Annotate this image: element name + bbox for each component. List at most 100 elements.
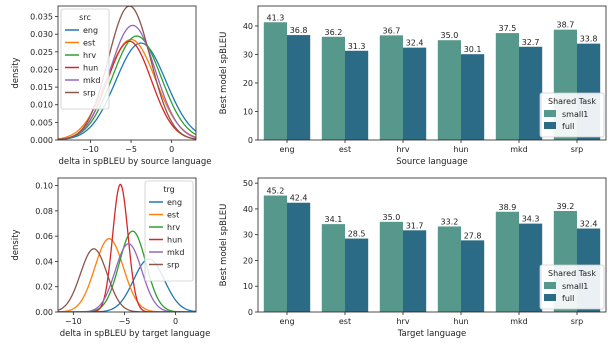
kde-trg-ytick-label: 0.08 [35, 207, 53, 216]
kde-src-frame [57, 5, 197, 141]
kde-src-ytick-label: 0.010 [30, 101, 53, 110]
bar-trg-ytick-label: 50 [243, 179, 253, 188]
bar-src-xtick-label-est: est [339, 145, 351, 154]
bar-trg-legend-label-small1: small1 [562, 282, 588, 291]
kde-src-legend-label-mkd: mkd [83, 76, 101, 85]
kde-trg-legend-label-eng: eng [167, 198, 182, 207]
bar-src-bar-small1-hrv [379, 35, 403, 140]
kde-trg-legend-label-est: est [167, 211, 179, 220]
kde-trg-legend-title: trg [163, 185, 174, 194]
bar-src-bar-label-full-mkd: 32.7 [522, 38, 540, 47]
kde-src-ytick-label: 0.030 [30, 30, 53, 39]
bar-trg-ytick-label: 0 [248, 308, 253, 317]
bar-trg-bar-full-eng [287, 202, 311, 312]
bar-trg-bar-full-mkd [519, 223, 543, 312]
bar-src-bar-small1-est [321, 36, 345, 140]
bar-trg-bar-label-small1-hun: 33.2 [440, 217, 458, 226]
kde-src-xtick-label: −5 [125, 145, 137, 154]
bar-src-bar-label-full-eng: 36.8 [290, 26, 308, 35]
kde-src-legend-box [60, 8, 110, 110]
bar-trg-bar-label-small1-eng: 45.2 [266, 187, 284, 196]
kde-trg-curve-srp [58, 248, 196, 312]
bar-src-bar-full-hun [461, 54, 485, 140]
bar-src-bar-label-small1-hrv: 36.7 [382, 26, 400, 35]
kde-trg-ytick-label: 0.10 [35, 182, 53, 191]
kde-src-legend-label-srp: srp [83, 89, 96, 98]
bar-trg-bar-small1-mkd [495, 211, 519, 312]
bar-src-bar-small1-eng [263, 22, 287, 140]
bar-trg-bar-label-full-hrv: 31.7 [406, 221, 424, 230]
kde-trg-curve-hun [58, 183, 196, 312]
bar-src-legend-label-small1: small1 [562, 110, 588, 119]
bar-src-legend-title: Shared Task [548, 97, 596, 106]
bar-src-bar-full-est [345, 50, 369, 140]
bar-trg-xtick-label-srp: srp [571, 317, 584, 326]
bar-src-bar-label-full-srp: 33.8 [580, 35, 598, 44]
kde-src-legend-label-eng: eng [83, 26, 98, 35]
kde-src-curves [58, 6, 196, 140]
kde-trg-curve-est [58, 238, 196, 312]
bar-src-bar-label-small1-est: 36.2 [324, 28, 342, 37]
kde-trg-ytick-label: 0.02 [35, 283, 53, 292]
kde-trg-xtick-label: −10 [65, 317, 82, 326]
bar-trg-ytick-label: 20 [243, 256, 253, 265]
bar-src-ytick-label: 30 [243, 50, 253, 59]
bar-trg-xlabel: Target language [397, 329, 467, 339]
kde-src-legend-label-hun: hun [83, 64, 98, 73]
bar-src-ytick-label: 0 [248, 136, 253, 145]
bar-src-ylabel: Best model spBLEU [219, 32, 229, 115]
bar-trg-bar-full-hun [461, 240, 485, 312]
kde-src-legend-label-est: est [83, 39, 95, 48]
kde-trg-legend-label-hun: hun [167, 236, 182, 245]
bar-src-bar-label-full-est: 31.3 [348, 42, 366, 51]
bar-src-bar-label-small1-srp: 38.7 [556, 21, 574, 30]
bar-trg-xtick-label-hun: hun [453, 317, 468, 326]
kde-src-ytick-label: 0.015 [30, 83, 53, 92]
bar-trg-xtick-label-eng: eng [279, 317, 294, 326]
kde-src-ytick-label: 0.020 [30, 65, 53, 74]
bar-src-ytick-label: 10 [243, 107, 253, 116]
bar-src-legend-label-full: full [562, 122, 574, 131]
kde-src-ylabel: density [11, 57, 21, 88]
bar-trg-bar-label-full-eng: 42.4 [290, 194, 308, 203]
bar-trg-xtick-label-hrv: hrv [396, 317, 409, 326]
kde-trg-frame [57, 177, 197, 313]
bar-src-xtick-label-mkd: mkd [510, 145, 528, 154]
kde-src-ytick-label: 0.025 [30, 48, 53, 57]
bar-src-bar-label-small1-hun: 35.0 [440, 31, 458, 40]
bar-src-frame [257, 5, 607, 141]
kde-trg-ytick-label: 0.04 [35, 257, 53, 266]
bar-trg-legend-label-full: full [562, 294, 574, 303]
bar-src-xtick-label-hrv: hrv [396, 145, 409, 154]
bar-src-legend-swatch-full [544, 122, 556, 129]
bar-src-ytick-label: 40 [243, 22, 253, 31]
bar-src-bar-label-small1-eng: 41.3 [266, 13, 284, 22]
bar-trg-frame [257, 177, 607, 313]
bar-src-bar-full-eng [287, 35, 311, 140]
bar-src-ytick-label: 20 [243, 79, 253, 88]
bar-trg-ylabel: Best model spBLEU [219, 204, 229, 287]
bar-trg-bar-label-small1-est: 34.1 [324, 215, 342, 224]
kde-trg-ytick-label: 0.06 [35, 232, 53, 241]
bar-src-bar-small1-mkd [495, 33, 519, 140]
kde-src-curve-hrv [58, 35, 196, 140]
bar-trg-bar-full-est [345, 238, 369, 312]
kde-trg-legend-label-hrv: hrv [167, 223, 180, 232]
bar-trg-bar-small1-hrv [379, 221, 403, 312]
kde-src-ytick-label: 0.000 [30, 136, 53, 145]
kde-trg-legend-box [144, 180, 194, 282]
bar-trg-xtick-label-mkd: mkd [510, 317, 528, 326]
kde-src-curve-mkd [58, 24, 196, 140]
bar-trg-bar-label-small1-srp: 39.2 [556, 202, 574, 211]
kde-src-xtick-label: 0 [169, 145, 174, 154]
bar-src-legend-swatch-small1 [544, 110, 556, 117]
bar-trg-legend-swatch-small1 [544, 282, 556, 289]
bar-trg-ytick-label: 10 [243, 282, 253, 291]
bar-trg-bar-label-full-mkd: 34.3 [522, 215, 540, 224]
bar-trg-bar-label-small1-hrv: 35.0 [382, 213, 400, 222]
bar-trg-bar-small1-eng [263, 195, 287, 312]
bar-trg-bar-label-full-hun: 27.8 [464, 231, 482, 240]
bar-trg-bar-small1-est [321, 224, 345, 312]
kde-src-curve-eng [58, 42, 196, 140]
kde-trg-xtick-label: 0 [173, 317, 178, 326]
